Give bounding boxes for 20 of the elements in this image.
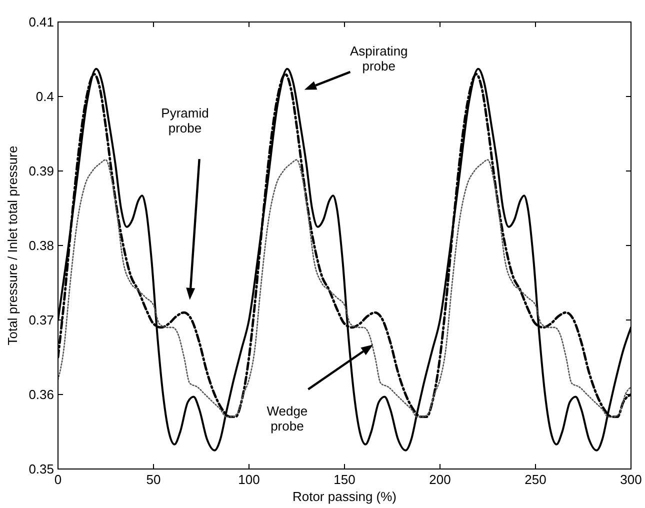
y-tick-label: 0.36	[28, 387, 54, 402]
line-series	[58, 159, 631, 418]
y-axis-title: Total pressure / Inlet total pressure	[5, 146, 20, 346]
x-tick-label: 300	[620, 472, 642, 487]
x-tick-label: 50	[146, 472, 161, 487]
y-tick-label: 0.39	[28, 164, 54, 178]
x-axis-title: Rotor passing (%)	[292, 489, 397, 504]
x-tick-label: 100	[238, 472, 260, 487]
y-tick-label: 0.38	[28, 238, 54, 253]
x-tick-label: 150	[334, 472, 356, 487]
annotation: Wedge probe	[266, 403, 308, 434]
annotation: Pyramid probe	[161, 105, 209, 136]
x-tick-label: 200	[429, 472, 451, 487]
x-tick-label: 250	[524, 472, 546, 487]
y-tick-label: 0.37	[28, 312, 54, 328]
annotation: Aspirating probe	[350, 44, 408, 74]
x-tick-label: 0	[54, 472, 62, 487]
y-tick-label: 0.35	[28, 462, 54, 476]
y-tick-label: 0.41	[28, 14, 54, 30]
y-tick-label: 0.4	[36, 89, 54, 104]
